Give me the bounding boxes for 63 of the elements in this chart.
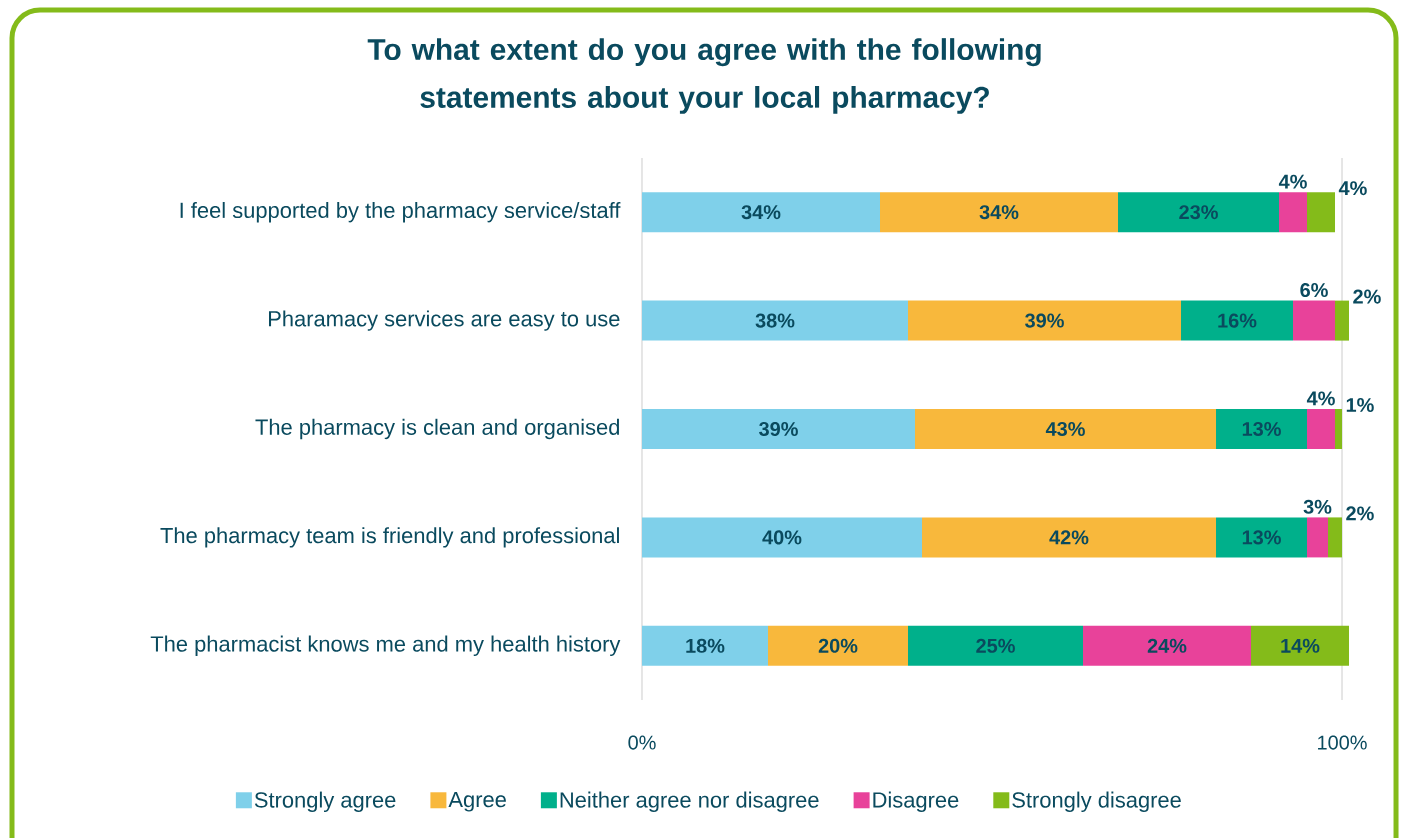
legend-label: Disagree — [873, 791, 959, 813]
bar — [1216, 517, 1308, 558]
data-label: 23% — [1179, 205, 1218, 220]
bar — [1307, 409, 1336, 449]
data-label: 1% — [1346, 397, 1374, 413]
data-label: 6% — [1300, 282, 1328, 298]
bar — [1328, 517, 1343, 558]
bar — [1307, 192, 1336, 233]
data-label: 39% — [1025, 313, 1064, 328]
data-label: 13% — [1242, 530, 1281, 545]
bar — [1118, 192, 1280, 233]
data-label: 40% — [762, 530, 802, 545]
y-tick-label: The pharmacy team is friendly and professional — [160, 527, 619, 548]
data-label: 4% — [1278, 174, 1307, 189]
data-label: 13% — [1242, 421, 1281, 437]
bar — [768, 625, 908, 666]
data-label: 20% — [818, 638, 858, 653]
chart-title: To what extent do you agree with the following statements about your local pharmacy? — [367, 38, 1041, 114]
y-tick-label: Pharamacy services are easy to use — [269, 310, 620, 331]
bar — [642, 625, 768, 666]
data-label: 14% — [1281, 638, 1320, 653]
y-tick-label: The pharmacy is clean and organised — [255, 418, 619, 440]
x-tick-label: 0% — [628, 735, 656, 750]
bar — [1335, 300, 1350, 341]
data-label: 39% — [759, 421, 798, 437]
data-label: 38% — [755, 313, 795, 328]
bar — [915, 409, 1217, 449]
bar — [908, 625, 1084, 666]
bar — [1335, 409, 1343, 449]
data-label: 34% — [741, 205, 781, 220]
bar — [1279, 192, 1308, 233]
data-label: 16% — [1218, 313, 1257, 328]
data-label: 34% — [979, 205, 1019, 220]
data-label: 42% — [1049, 530, 1089, 545]
data-label: 25% — [976, 638, 1015, 653]
bar — [642, 409, 915, 449]
bar — [1307, 517, 1329, 558]
bar — [922, 517, 1217, 558]
bar — [1083, 625, 1252, 666]
bar — [908, 300, 1182, 341]
y-tick-label: The pharmacist knows me and my health history — [150, 635, 621, 657]
bar — [1181, 300, 1294, 341]
bar — [642, 300, 908, 341]
bar — [1293, 300, 1336, 341]
y-tick-label: I feel supported by the pharmacy service/staff — [180, 201, 621, 223]
data-label: 2% — [1346, 506, 1374, 521]
data-label: 24% — [1147, 638, 1187, 653]
data-label: 18% — [686, 638, 725, 653]
data-label: 4% — [1306, 391, 1335, 406]
legend-label: Strongly agree — [254, 791, 396, 813]
legend-label: Strongly disagree — [1012, 791, 1181, 813]
data-label: 3% — [1303, 499, 1332, 514]
bar — [1216, 409, 1308, 449]
bar — [642, 517, 922, 558]
legend-label: Neither agree nor disagree — [560, 791, 819, 813]
data-label: 4% — [1338, 181, 1367, 196]
bar — [1251, 625, 1350, 666]
x-tick-label: 100% — [1318, 735, 1367, 750]
bar — [642, 192, 880, 233]
data-label: 2% — [1353, 289, 1381, 304]
data-label: 43% — [1045, 421, 1085, 437]
bar — [880, 192, 1119, 233]
legend-label: Agree — [448, 791, 506, 812]
